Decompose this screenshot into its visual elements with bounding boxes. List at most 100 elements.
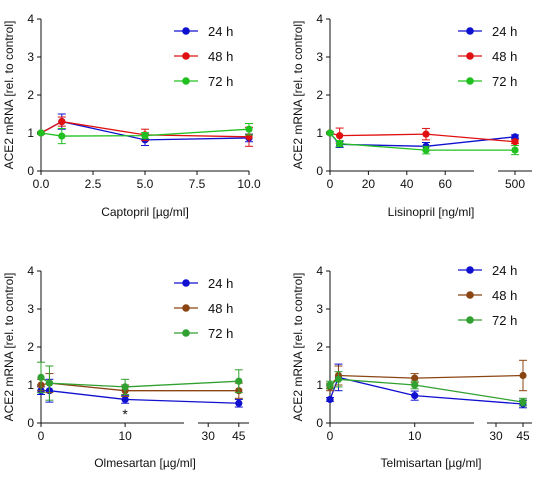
x-tick-label: 5.0 bbox=[137, 177, 154, 191]
data-point bbox=[511, 133, 519, 141]
legend-marker bbox=[182, 329, 190, 337]
legend-label: 24 h bbox=[492, 263, 517, 278]
data-point bbox=[411, 381, 419, 389]
y-tick-label: 4 bbox=[316, 264, 323, 278]
x-tick-label: 60 bbox=[439, 177, 453, 191]
data-point bbox=[511, 146, 519, 154]
series-line bbox=[40, 376, 239, 388]
data-point bbox=[336, 132, 344, 140]
legend-marker bbox=[182, 304, 190, 312]
data-point bbox=[511, 138, 519, 146]
data-point bbox=[519, 371, 527, 380]
legend-label: 72 h bbox=[492, 74, 517, 89]
series-line bbox=[329, 132, 516, 143]
data-point bbox=[336, 140, 344, 148]
legend-label: 48 h bbox=[492, 288, 517, 303]
data-point bbox=[245, 125, 253, 133]
y-tick-label: 4 bbox=[27, 12, 34, 26]
data-point bbox=[235, 399, 243, 407]
y-tick-label: 1 bbox=[27, 378, 34, 392]
y-tick-label: 3 bbox=[316, 302, 323, 316]
chart-panel-1: 0 1 2 3 4 0.0 2.5 5.0 7.5 10.0 ACE2 mRNA [rel. to … bbox=[2, 12, 261, 219]
legend-label: 48 h bbox=[208, 49, 233, 64]
x-tick-label: 0.0 bbox=[33, 177, 50, 191]
y-tick-label: 2 bbox=[27, 340, 34, 354]
x-tick-label: 0 bbox=[327, 177, 334, 191]
data-point bbox=[58, 118, 66, 126]
y-tick-label: 2 bbox=[27, 88, 34, 102]
x-tick-label: 10.0 bbox=[237, 177, 261, 191]
y-tick-label: 0 bbox=[316, 164, 323, 178]
legend-marker bbox=[466, 52, 474, 60]
x-tick-label: 0 bbox=[38, 429, 45, 443]
x-axis-label: Captopril [µg/ml] bbox=[101, 205, 189, 219]
legend-label: 48 h bbox=[492, 49, 517, 64]
significance-marker: * bbox=[122, 406, 128, 422]
series-72-h bbox=[326, 129, 519, 156]
data-point bbox=[411, 392, 419, 400]
legend-label: 24 h bbox=[208, 276, 233, 291]
x-tick-label: 45 bbox=[232, 429, 246, 443]
series-24-h bbox=[326, 363, 527, 409]
x-tick-label: 20 bbox=[362, 177, 376, 191]
series-line bbox=[40, 382, 239, 392]
series-line bbox=[329, 132, 515, 151]
x-tick-label: 30 bbox=[202, 429, 216, 443]
y-axis-label: ACE2 mRNA [rel. to control] bbox=[2, 273, 16, 422]
y-tick-label: 0 bbox=[27, 164, 34, 178]
y-tick-label: 0 bbox=[316, 416, 323, 430]
data-point bbox=[121, 395, 129, 404]
series-72-h bbox=[326, 371, 527, 407]
data-point bbox=[37, 129, 45, 137]
x-tick-label: 45 bbox=[516, 429, 530, 443]
series-line bbox=[329, 376, 524, 405]
y-tick-label: 1 bbox=[316, 126, 323, 140]
y-tick-label: 0 bbox=[27, 416, 34, 430]
x-tick-label: 10 bbox=[118, 429, 132, 443]
x-tick-label: 2.5 bbox=[85, 177, 102, 191]
x-tick-label: 30 bbox=[489, 429, 503, 443]
series-48-h bbox=[326, 359, 527, 392]
data-point bbox=[519, 398, 527, 406]
data-point bbox=[326, 395, 334, 404]
x-tick-label: 10 bbox=[408, 429, 422, 443]
legend-label: 24 h bbox=[208, 24, 233, 39]
legend-marker bbox=[466, 27, 474, 35]
series-line bbox=[40, 128, 250, 137]
y-tick-label: 1 bbox=[316, 378, 323, 392]
y-tick-label: 3 bbox=[316, 50, 323, 64]
legend-marker bbox=[466, 291, 474, 299]
x-axis-label: Lisinopril [ng/ml] bbox=[388, 205, 475, 219]
y-tick-label: 4 bbox=[27, 264, 34, 278]
legend-marker bbox=[182, 279, 190, 287]
x-axis-label: Olmesartan [µg/ml] bbox=[94, 456, 196, 470]
y-tick-label: 3 bbox=[27, 50, 34, 64]
y-tick-label: 2 bbox=[316, 88, 323, 102]
legend-label: 48 h bbox=[208, 301, 233, 316]
series-line bbox=[40, 120, 250, 138]
series-line bbox=[329, 374, 524, 388]
data-point bbox=[37, 373, 45, 381]
data-point bbox=[422, 146, 430, 154]
y-tick-label: 3 bbox=[27, 302, 34, 316]
data-point bbox=[141, 132, 149, 140]
y-axis-label: ACE2 mRNA [rel. to control] bbox=[291, 273, 305, 422]
chart-panel-3: 0 1 2 3 4 0 10 30 45 ACE2 mRNA [rel. to control] O… bbox=[2, 264, 249, 470]
data-point bbox=[235, 377, 243, 385]
series-line bbox=[329, 378, 524, 403]
data-point bbox=[334, 375, 343, 383]
chart-panel-4: 0 1 2 3 4 0 10 30 45 ACE2 mRNA [rel. to control] T… bbox=[291, 263, 532, 470]
x-tick-label: 500 bbox=[505, 177, 525, 191]
y-tick-label: 1 bbox=[27, 126, 34, 140]
data-point bbox=[58, 132, 66, 140]
series-72-h bbox=[37, 123, 253, 145]
legend-marker bbox=[466, 266, 474, 274]
data-point bbox=[121, 383, 129, 391]
legend-marker bbox=[466, 77, 474, 85]
x-tick-label: 7.5 bbox=[189, 177, 206, 191]
legend-label: 24 h bbox=[492, 24, 517, 39]
legend-marker bbox=[182, 52, 190, 60]
legend-marker bbox=[182, 27, 190, 35]
legend-marker bbox=[466, 316, 474, 324]
